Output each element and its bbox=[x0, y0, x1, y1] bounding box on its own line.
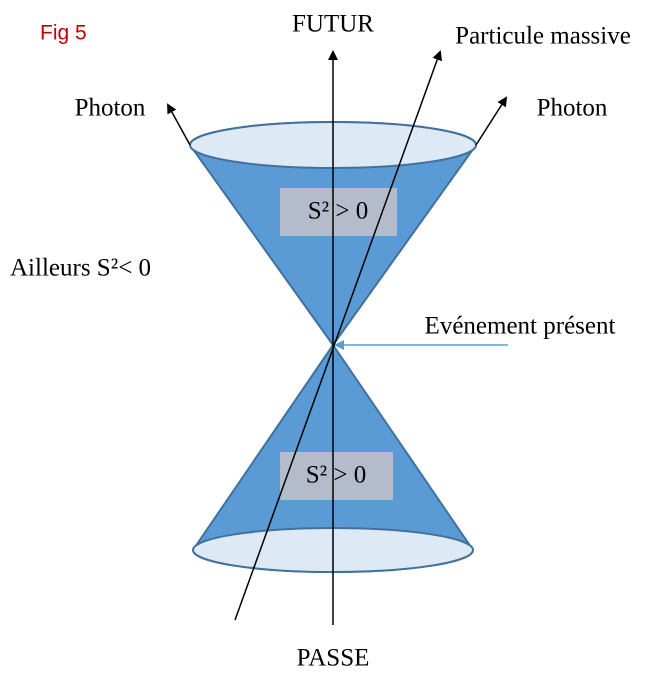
photon-right-arrow bbox=[476, 98, 506, 145]
photon-left-arrow bbox=[168, 105, 190, 145]
event-label: Evénement présent bbox=[425, 313, 616, 340]
past-label: PASSE bbox=[297, 645, 370, 672]
elsewhere-label: Ailleurs S²< 0 bbox=[10, 255, 151, 282]
future-cone-label: S² > 0 bbox=[308, 198, 369, 225]
photon-label: Photon bbox=[75, 95, 146, 122]
figure-label: Fig 5 bbox=[40, 22, 87, 45]
photon-label: Photon bbox=[537, 95, 608, 122]
light-cone-diagram: Fig 5 FUTUR Particule massive Photon Pho… bbox=[0, 0, 660, 673]
past-cone-label: S² > 0 bbox=[306, 462, 367, 489]
particle-label: Particule massive bbox=[455, 23, 631, 50]
future-label: FUTUR bbox=[292, 11, 374, 38]
